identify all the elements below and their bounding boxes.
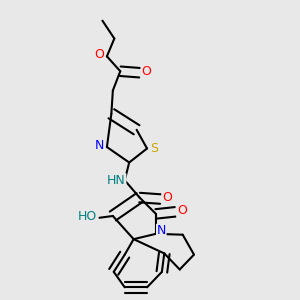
Text: O: O: [94, 48, 104, 62]
Text: O: O: [162, 191, 172, 204]
Text: HO: HO: [78, 210, 97, 223]
Text: O: O: [177, 204, 187, 217]
Text: N: N: [95, 139, 104, 152]
Text: N: N: [157, 224, 166, 237]
Text: HN: HN: [107, 174, 126, 187]
Text: O: O: [141, 65, 151, 78]
Text: S: S: [151, 142, 158, 155]
